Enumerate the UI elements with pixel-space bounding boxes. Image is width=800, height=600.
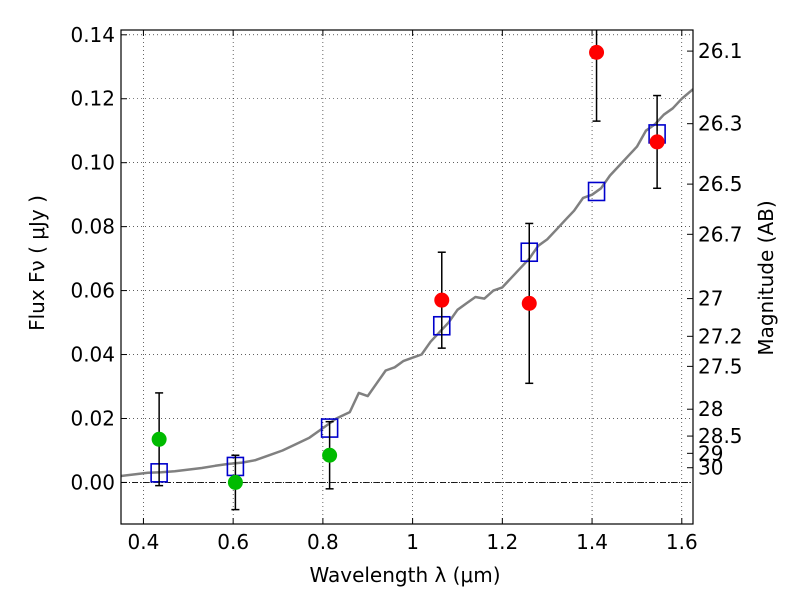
- x-axis-label: Wavelength λ (μm): [309, 563, 500, 587]
- x-tick-label: 0.6: [217, 530, 249, 554]
- y-tick-label: 0.06: [70, 279, 115, 303]
- y2-tick-label: 28.5: [698, 424, 743, 448]
- y2-tick-label: 26.5: [698, 172, 743, 196]
- y-axis-label: Flux Fν ( μJy ): [25, 195, 49, 331]
- nir-detection-point: [434, 292, 450, 308]
- y-tick-label: 0.00: [70, 470, 115, 494]
- optical-nondetection-point: [151, 431, 167, 447]
- x-tick-label: 1: [406, 530, 419, 554]
- y-tick-label: 0.10: [70, 151, 115, 175]
- nir-detection-point: [649, 134, 665, 150]
- ticks: 0.4 0.6 0.8 1 1.2 1.4 1.6 0.00 0.02 0.04 0.06 0.08 0…: [70, 23, 742, 554]
- y2-tick-label: 28: [698, 397, 723, 421]
- optical-nondetection-point: [227, 474, 243, 490]
- nir-detection-point: [521, 295, 537, 311]
- sed-model-line: [121, 88, 693, 478]
- x-tick-label: 1.4: [576, 530, 608, 554]
- y2-tick-label: 27.5: [698, 354, 743, 378]
- y-tick-label: 0.12: [70, 87, 115, 111]
- y-tick-label: 0.04: [70, 343, 115, 367]
- x-tick-label: 0.8: [307, 530, 339, 554]
- y2-tick-label: 30: [698, 456, 723, 480]
- y2-tick-label: 29: [698, 441, 723, 465]
- y2-tick-label: 26.1: [698, 39, 743, 63]
- plot-area: [121, 30, 693, 511]
- x-tick-label: 0.4: [128, 530, 160, 554]
- y-tick-label: 0.14: [70, 23, 115, 47]
- x-tick-label: 1.6: [666, 530, 698, 554]
- y-tick-label: 0.02: [70, 406, 115, 430]
- plot-frame: [120, 29, 694, 525]
- grid: [121, 30, 693, 524]
- y2-tick-label: 27: [698, 287, 723, 311]
- y2-tick-label: 27.2: [698, 324, 743, 348]
- y2-tick-label: 26.3: [698, 112, 743, 136]
- y2-tick-label: 26.7: [698, 222, 743, 246]
- x-tick-label: 1.2: [486, 530, 518, 554]
- y2-axis-label: Magnitude (AB): [754, 200, 778, 355]
- y-tick-label: 0.08: [70, 215, 115, 239]
- model-flux-square: [587, 181, 606, 202]
- optical-nondetection-point: [322, 447, 338, 463]
- nir-detection-point: [589, 44, 605, 60]
